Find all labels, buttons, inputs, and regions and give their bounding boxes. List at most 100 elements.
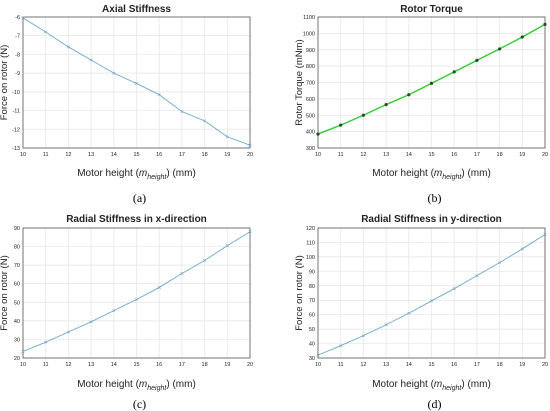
x-axis-label-c: Motor height (mheight) (mm) [77, 379, 196, 392]
x-axis-label-b: Motor height (mheight) (mm) [372, 168, 491, 181]
axes-frame-c [22, 227, 251, 359]
x-axis-label-end-a: ) (mm) [166, 168, 195, 179]
data-point-c [112, 309, 116, 313]
x-axis-label-start-b: Motor height ( [372, 168, 434, 179]
y-tick-label-c: 80 [14, 245, 20, 251]
y-tick-label-b: 800 [306, 64, 315, 70]
y-tick-label-c: 20 [14, 356, 20, 362]
figure-caption-b: (b) [428, 191, 442, 205]
y-tick-label-c: 50 [14, 300, 20, 306]
data-point-d [543, 232, 547, 237]
y-tick-label-a: -9 [15, 71, 20, 77]
data-point-b [407, 93, 411, 97]
y-tick-label-d: 110 [306, 240, 315, 246]
y-tick-label-c: 60 [14, 282, 20, 288]
x-tick-label-c: 16 [156, 362, 162, 368]
y-axis-label-b: Rotor Torque (mNm) [294, 39, 305, 125]
y-tick-label-c: 30 [14, 337, 20, 343]
y-tick-label-b: 400 [306, 130, 315, 136]
data-point-a [134, 81, 139, 85]
data-point-a [248, 143, 252, 147]
y-tick-label-b: 500 [306, 113, 315, 119]
data-point-d [452, 287, 456, 291]
x-tick-label-a: 13 [88, 152, 94, 158]
figure-caption-c: (c) [133, 397, 146, 411]
data-point-c [157, 285, 161, 289]
x-tick-label-a: 10 [20, 152, 26, 158]
y-tick-label-d: 100 [306, 255, 315, 261]
axes-frame-b [317, 16, 546, 149]
x-tick-label-a: 15 [133, 152, 139, 158]
x-axis-label-end-c: ) (mm) [166, 379, 195, 390]
y-tick-label-d: 80 [309, 284, 315, 290]
data-point-d [384, 323, 388, 327]
x-tick-label-b: 17 [474, 152, 480, 158]
x-axis-label-start-a: Motor height ( [77, 168, 139, 179]
x-axis-label-end-b: ) (mm) [461, 168, 490, 179]
data-point-b [475, 58, 479, 62]
data-point-b [429, 81, 434, 85]
x-tick-label-a: 20 [247, 152, 253, 158]
y-axis-label-c: Force on rotor (N) [0, 255, 10, 331]
x-axis-label-sub-d: height [442, 385, 462, 392]
chart-title-d: Radial Stiffness in y-direction [361, 214, 502, 225]
x-tick-label-a: 19 [224, 152, 230, 158]
data-point-d [361, 334, 365, 338]
y-tick-label-d: 60 [309, 313, 315, 319]
x-tick-label-d: 12 [360, 362, 366, 368]
y-tick-label-a: -6 [15, 15, 20, 21]
x-tick-label-b: 15 [428, 152, 434, 158]
data-point-b [520, 35, 524, 39]
x-axis-label-var-c: m [139, 379, 147, 390]
y-tick-label-b: 700 [306, 81, 315, 87]
x-axis-label-sub-c: height [147, 385, 167, 392]
data-point-c [248, 230, 252, 234]
data-point-d [475, 274, 479, 278]
x-tick-label-a: 14 [111, 152, 117, 158]
x-tick-label-d: 14 [406, 362, 412, 368]
data-point-b [543, 22, 547, 26]
x-tick-label-d: 18 [497, 362, 503, 368]
x-tick-label-c: 14 [111, 362, 117, 368]
x-tick-label-c: 20 [247, 362, 253, 368]
chart-a: 10 11 12 13 14 15 16 17 18 19 20 -13 -12 -11 -10 -9 -8 -7… [0, 4, 253, 205]
data-point-d [407, 311, 411, 315]
figure-caption-a: (a) [133, 191, 146, 205]
x-tick-label-b: 19 [519, 152, 525, 158]
y-tick-label-d: 50 [309, 327, 315, 333]
x-axis-label-end-d: ) (mm) [461, 379, 490, 390]
x-tick-label-b: 12 [360, 152, 366, 158]
x-tick-label-b: 14 [406, 152, 412, 158]
y-tick-label-a: -12 [12, 127, 20, 133]
x-tick-label-b: 16 [451, 152, 457, 158]
data-point-b [384, 103, 388, 107]
data-point-a [203, 119, 207, 123]
data-point-b [452, 70, 456, 74]
y-tick-label-b: 900 [306, 48, 315, 54]
y-tick-label-d: 120 [306, 226, 315, 232]
y-tick-label-c: 70 [14, 263, 20, 269]
x-tick-label-c: 18 [202, 362, 208, 368]
data-point-c [134, 297, 139, 302]
x-tick-label-c: 17 [179, 362, 185, 368]
y-tick-label-c: 40 [14, 319, 20, 325]
data-point-b [339, 123, 343, 127]
x-tick-label-b: 11 [338, 152, 344, 158]
data-point-a [112, 71, 116, 75]
data-point-d [316, 353, 320, 357]
data-point-a [66, 45, 70, 49]
data-point-c [66, 330, 70, 334]
x-tick-label-a: 12 [65, 152, 71, 158]
data-point-c [89, 320, 93, 324]
data-point-c [225, 244, 229, 248]
x-tick-label-d: 17 [474, 362, 480, 368]
data-point-d [339, 344, 343, 348]
y-tick-label-d: 40 [309, 342, 315, 348]
x-tick-label-b: 10 [315, 152, 321, 158]
x-tick-label-a: 11 [43, 152, 49, 158]
chart-title-a: Axial Stiffness [102, 4, 171, 15]
x-tick-label-d: 20 [542, 362, 548, 368]
x-tick-label-d: 19 [519, 362, 525, 368]
x-tick-label-a: 16 [156, 152, 162, 158]
data-point-a [157, 93, 161, 97]
